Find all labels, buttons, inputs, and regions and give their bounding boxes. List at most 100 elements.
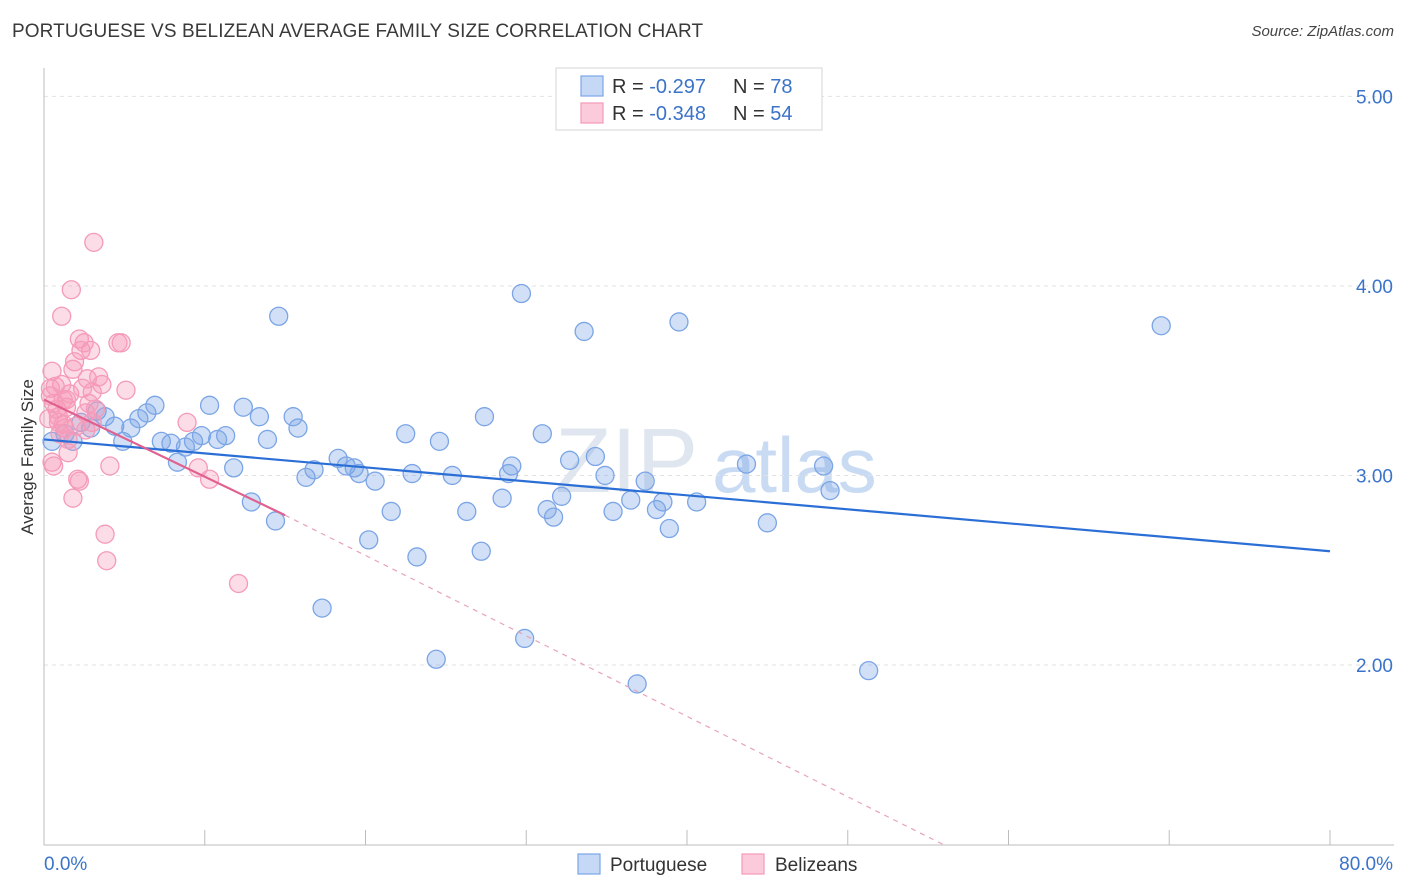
portuguese-point [257,429,278,450]
belizeans-point [76,420,96,440]
portuguese-point [646,499,667,520]
portuguese-point [659,518,679,539]
belizeans-trend-line [43,398,286,517]
portuguese-point [328,448,348,469]
legend-n-portuguese: N = 78 [733,76,793,98]
portuguese-point [532,424,552,444]
portuguese-point [543,507,564,527]
belizeans-points [39,232,249,594]
stats-legend: R = -0.297 N = 78 R = -0.348 N = 54 [555,67,823,131]
belizeans-point [58,443,78,463]
belizeans-point [61,280,81,300]
portuguese-point [283,407,303,427]
portuguese-point [574,321,594,342]
legend-row-belizeans: R = -0.348 [612,103,706,125]
belizeans-point [228,573,249,594]
portuguese-point [560,450,580,470]
y-axis-label: Average Family Size [18,379,37,535]
belizeans-point [100,456,120,476]
belizeans-trend-extension [284,514,945,846]
belizeans-point [111,333,131,353]
portuguese-point [396,424,416,444]
x-tick-label-min: 0.0% [44,854,87,875]
portuguese-point [161,433,181,453]
legend-r-value: -0.297 [649,76,706,98]
portuguese-point [603,501,623,522]
x-axis-ticks [204,830,1331,845]
legend-n-label: N = [733,76,770,98]
portuguese-point [365,471,385,491]
portuguese-point [585,446,606,467]
belizeans-point [52,374,72,395]
portuguese-point [429,431,450,451]
belizeans-point [74,333,94,353]
legend-r-value: -0.348 [649,103,706,125]
portuguese-point [471,541,491,561]
portuguese-point [757,513,778,533]
portuguese-point [1151,316,1171,336]
legend-r-label: R = [612,103,649,125]
portuguese-point [233,397,253,417]
belizeans-point [80,340,101,361]
source-label: Source: ZipAtlas.com [1251,23,1394,40]
portuguese-point [595,465,615,486]
portuguese-point [537,499,557,520]
legend-n-belizeans: N = 54 [733,103,793,125]
legend-swatch-portuguese [580,75,604,97]
portuguese-point [288,418,308,438]
bottom-legend-portuguese: Portuguese [610,855,707,876]
portuguese-point [137,403,157,423]
portuguese-point [296,467,316,487]
portuguese-point [635,471,655,491]
y-tick-label: 4.00 [1356,277,1393,298]
belizeans-point [58,429,78,450]
portuguese-point [669,312,689,332]
y-tick-label: 2.00 [1356,656,1393,677]
portuguese-point [551,486,572,506]
x-tick-label-max: 80.0% [1339,854,1393,875]
y-tick-label: 3.00 [1356,466,1393,487]
series-legend: Portuguese Belizeans [577,853,857,876]
portuguese-point [215,426,236,446]
portuguese-point [407,547,427,567]
legend-n-value: 78 [770,76,792,98]
portuguese-point [381,501,401,522]
portuguese-point [224,458,244,478]
portuguese-point [820,480,840,501]
portuguese-trend-line [43,438,1331,553]
chart-title: PORTUGUESE VS BELIZEAN AVERAGE FAMILY SI… [12,21,704,42]
legend-n-label: N = [733,103,770,125]
legend-n-value: 54 [770,103,792,125]
belizeans-point [84,232,104,253]
belizeans-point [177,412,197,433]
belizeans-point [63,359,83,379]
belizeans-point [42,452,62,472]
portuguese-point [249,407,270,427]
portuguese-point [191,426,212,446]
bottom-legend-belizeans: Belizeans [775,855,857,876]
y-tick-label: 5.00 [1356,87,1393,108]
portuguese-point [511,283,532,304]
belizeans-point [82,382,102,402]
portuguese-point [265,511,286,531]
portuguese-point [304,460,324,480]
portuguese-point [502,456,522,476]
portuguese-point [653,492,673,512]
belizeans-point [97,551,117,571]
portuguese-point [312,598,332,618]
portuguese-point [426,649,446,669]
legend-swatch-belizeans [580,102,604,124]
bottom-legend-swatch-belizeans [741,853,765,875]
belizeans-point [69,471,90,491]
portuguese-point [359,530,379,550]
portuguese-point [736,454,757,474]
legend-row-portuguese: R = -0.297 [612,76,706,98]
belizeans-point [42,361,62,381]
belizeans-point [56,389,77,410]
y-axis-tick-labels: 2.00 3.00 4.00 5.00 [1356,87,1393,677]
belizeans-point [63,488,83,508]
portuguese-point [199,395,220,415]
belizeans-point [92,374,112,395]
belizeans-point [95,524,115,544]
